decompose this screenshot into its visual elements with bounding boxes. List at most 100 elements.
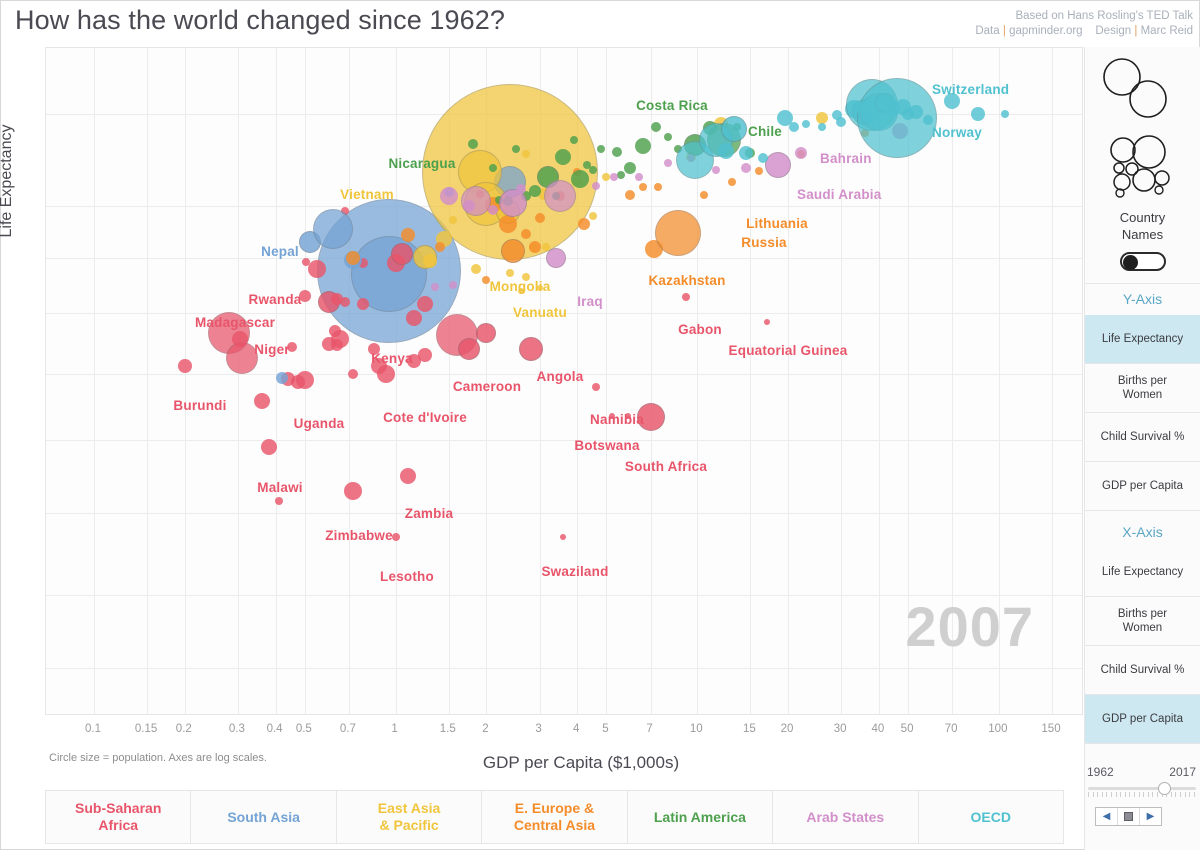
country-bubble[interactable] — [368, 343, 381, 356]
region-legend-item[interactable]: Arab States — [772, 790, 919, 844]
country-bubble[interactable] — [582, 160, 591, 169]
country-bubble[interactable] — [764, 151, 791, 178]
country-bubble[interactable] — [529, 241, 542, 254]
country-bubble[interactable] — [232, 331, 249, 348]
country-bubble[interactable] — [511, 145, 520, 154]
country-bubble[interactable] — [851, 100, 864, 113]
country-bubble[interactable] — [831, 110, 842, 121]
country-bubble[interactable] — [653, 182, 662, 191]
country-bubble[interactable] — [816, 111, 829, 124]
country-bubble[interactable] — [482, 275, 491, 284]
country-bubble[interactable] — [275, 371, 288, 384]
country-bubble[interactable] — [794, 146, 807, 159]
country-bubble[interactable] — [434, 242, 445, 253]
country-bubble[interactable] — [970, 106, 985, 121]
country-bubble[interactable] — [461, 186, 492, 217]
country-bubble[interactable] — [738, 145, 753, 160]
timeline-control[interactable]: 1962 2017 ◀ ▶ — [1085, 765, 1200, 837]
country-bubble[interactable] — [727, 177, 736, 186]
country-bubble[interactable] — [471, 263, 482, 274]
country-bubble[interactable] — [776, 109, 793, 126]
timeline-handle[interactable] — [1158, 782, 1171, 795]
y-axis-option-life-expectancy[interactable]: Life Expectancy — [1085, 315, 1200, 364]
country-bubble[interactable] — [347, 368, 358, 379]
country-bubble[interactable] — [331, 330, 350, 349]
country-bubble[interactable] — [439, 187, 458, 206]
country-bubble[interactable] — [417, 348, 432, 363]
country-bubble[interactable] — [308, 259, 327, 278]
region-legend-item[interactable]: East Asia & Pacific — [335, 790, 483, 844]
country-bubble[interactable] — [757, 153, 768, 164]
country-bubble[interactable] — [789, 121, 800, 132]
country-bubble[interactable] — [597, 145, 606, 154]
country-bubble[interactable] — [343, 481, 362, 500]
country-bubble[interactable] — [467, 138, 478, 149]
step-forward-button[interactable]: ▶ — [1146, 811, 1155, 822]
x-axis-option-child-survival[interactable]: Child Survival % — [1085, 646, 1200, 695]
stop-button[interactable] — [1117, 808, 1140, 825]
country-bubble[interactable] — [260, 439, 277, 456]
region-legend-item[interactable]: E. Europe & Central Asia — [481, 790, 628, 844]
country-bubble[interactable] — [457, 338, 480, 361]
country-bubble[interactable] — [617, 171, 626, 180]
country-bubble[interactable] — [624, 161, 637, 174]
region-legend-item[interactable]: Sub-Saharan Africa — [45, 790, 192, 844]
country-bubble[interactable] — [494, 196, 503, 205]
country-bubble[interactable] — [449, 281, 458, 290]
country-bubble[interactable] — [638, 182, 647, 191]
timeline-track[interactable] — [1088, 787, 1196, 790]
country-bubble[interactable] — [555, 148, 572, 165]
country-bubble[interactable] — [536, 285, 543, 292]
country-bubble[interactable] — [506, 268, 515, 277]
x-axis-option-gdp-per-capita[interactable]: GDP per Capita — [1085, 695, 1200, 744]
country-bubble[interactable] — [430, 283, 439, 292]
y-axis-option-child-survival[interactable]: Child Survival % — [1085, 413, 1200, 462]
country-bubble[interactable] — [253, 392, 270, 409]
country-bubble[interactable] — [405, 310, 422, 327]
country-bubble[interactable] — [345, 250, 360, 265]
country-bubble[interactable] — [571, 170, 590, 189]
country-bubble[interactable] — [682, 293, 691, 302]
country-bubble[interactable] — [501, 239, 525, 264]
step-back-button[interactable]: ◀ — [1102, 811, 1111, 822]
country-bubble[interactable] — [401, 227, 416, 242]
country-bubble[interactable] — [498, 215, 517, 234]
country-bubble[interactable] — [515, 183, 526, 194]
country-bubble[interactable] — [611, 146, 622, 157]
country-bubble[interactable] — [588, 165, 597, 174]
y-axis-option-births-per-women[interactable]: Births per Women — [1085, 364, 1200, 413]
country-bubble[interactable] — [545, 247, 566, 268]
country-bubble[interactable] — [754, 167, 763, 176]
country-bubble[interactable] — [664, 159, 673, 168]
country-bubble[interactable] — [521, 149, 530, 158]
x-axis-option-births-per-women[interactable]: Births per Women — [1085, 597, 1200, 646]
country-bubble[interactable] — [391, 242, 414, 265]
country-bubble[interactable] — [588, 212, 597, 221]
region-legend-item[interactable]: OECD — [917, 790, 1064, 844]
country-names-toggle[interactable] — [1120, 252, 1166, 271]
country-bubble[interactable] — [625, 412, 632, 419]
country-bubble[interactable] — [416, 296, 433, 313]
country-bubble[interactable] — [634, 138, 651, 155]
country-bubble[interactable] — [499, 189, 527, 218]
country-bubble[interactable] — [836, 117, 847, 128]
country-bubble[interactable] — [543, 180, 576, 213]
country-bubble[interactable] — [944, 92, 961, 109]
country-bubble[interactable] — [740, 162, 751, 173]
country-bubble[interactable] — [711, 165, 720, 174]
country-bubble[interactable] — [341, 207, 350, 216]
region-legend-item[interactable]: South Asia — [190, 790, 337, 844]
country-bubble[interactable] — [591, 382, 600, 391]
country-bubble[interactable] — [422, 254, 437, 269]
country-bubble[interactable] — [476, 323, 497, 344]
country-bubble[interactable] — [357, 298, 370, 311]
country-bubble[interactable] — [699, 190, 708, 199]
country-bubble[interactable] — [391, 532, 400, 541]
country-bubble[interactable] — [340, 296, 351, 307]
country-bubble[interactable] — [377, 364, 396, 383]
country-bubble[interactable] — [610, 173, 619, 182]
country-bubble[interactable] — [226, 341, 259, 374]
y-axis-option-gdp-per-capita[interactable]: GDP per Capita — [1085, 462, 1200, 511]
country-bubble[interactable] — [908, 104, 923, 119]
country-bubble[interactable] — [313, 208, 353, 249]
